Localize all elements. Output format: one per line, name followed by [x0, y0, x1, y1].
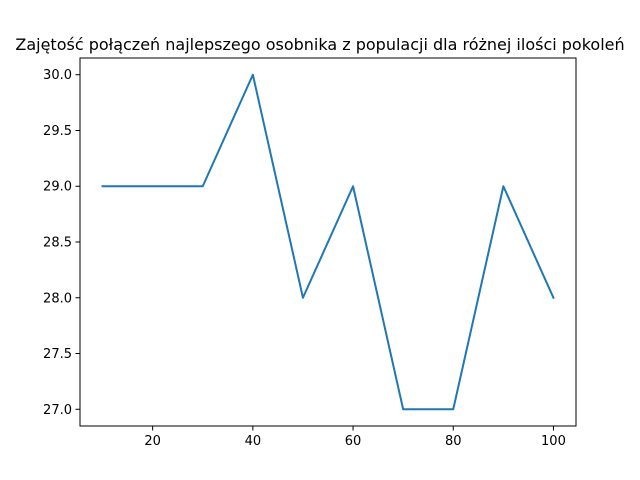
y-tick-label: 28.5 [43, 236, 72, 251]
x-tick-label: 20 [144, 434, 161, 449]
x-axis: 20 40 60 80 100 [144, 426, 566, 449]
series-layer [101, 73, 555, 411]
series-line [101, 73, 555, 411]
x-tick-label: 80 [445, 434, 462, 449]
y-tick-label: 29.5 [43, 124, 72, 139]
y-axis: 27.0 27.5 28.0 28.5 29.0 29.5 30.0 [43, 68, 80, 418]
chart-title: Zajętość połączeń najlepszego osobnika z… [15, 35, 624, 54]
y-tick-label: 28.0 [43, 291, 72, 306]
y-tick-label: 27.0 [43, 403, 72, 418]
y-tick-label: 27.5 [43, 347, 72, 362]
x-tick-label: 100 [541, 434, 566, 449]
y-tick-label: 30.0 [43, 68, 72, 83]
x-tick-label: 40 [245, 434, 262, 449]
x-tick-label: 60 [345, 434, 362, 449]
y-tick-label: 29.0 [43, 180, 72, 195]
